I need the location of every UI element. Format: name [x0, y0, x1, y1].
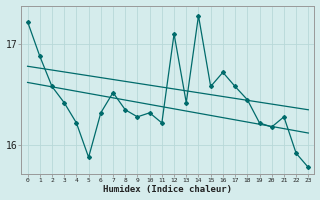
X-axis label: Humidex (Indice chaleur): Humidex (Indice chaleur) — [103, 185, 232, 194]
